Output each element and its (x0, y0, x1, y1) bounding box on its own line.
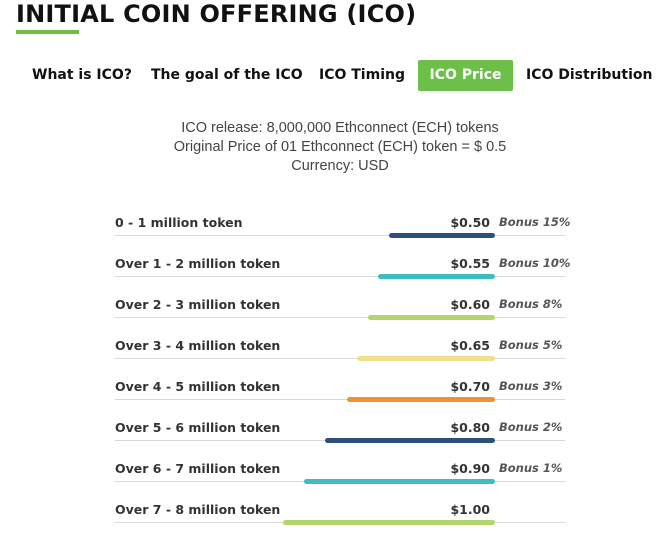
tier-divider (115, 235, 565, 236)
tier-price: $0.55 (450, 256, 490, 271)
tier-price-bar (368, 315, 495, 320)
tier-bonus: Bonus 15% (499, 215, 571, 229)
ico-info: ICO release: 8,000,000 Ethconnect (ECH) … (100, 119, 580, 176)
tier-bonus: Bonus 3% (499, 379, 563, 393)
tier-divider (115, 399, 565, 400)
currency-text: Currency: USD (291, 158, 389, 174)
tier-divider (115, 317, 565, 318)
title-underline (16, 30, 79, 34)
price-tier-row: Over 1 - 2 million token $0.55 Bonus 10% (115, 252, 570, 293)
tab-goal-of-ico[interactable]: The goal of the ICO (151, 67, 303, 83)
tier-price-bar (357, 356, 495, 361)
tier-price-bar (325, 438, 495, 443)
tab-ico-timing[interactable]: ICO Timing (319, 67, 405, 83)
original-price-text: Original Price of 01 Ethconnect (ECH) to… (173, 139, 507, 155)
price-tier-row: 0 - 1 million token $0.50 Bonus 15% (115, 211, 570, 252)
tier-label: Over 1 - 2 million token (115, 256, 281, 271)
tier-price-bar (378, 274, 495, 279)
tier-divider (115, 358, 565, 359)
tier-price-bar (304, 479, 495, 484)
tier-price: $0.80 (450, 420, 490, 435)
tier-label: Over 2 - 3 million token (115, 297, 281, 312)
price-tier-row: Over 6 - 7 million token $0.90 Bonus 1% (115, 457, 565, 498)
tier-label: Over 3 - 4 million token (115, 338, 281, 353)
tier-label: Over 7 - 8 million token (115, 502, 281, 517)
tier-label: Over 6 - 7 million token (115, 461, 281, 476)
tier-label: Over 5 - 6 million token (115, 420, 281, 435)
tier-price: $0.90 (450, 461, 490, 476)
price-tier-row: Over 4 - 5 million token $0.70 Bonus 3% (115, 375, 565, 416)
price-tier-row: Over 3 - 4 million token $0.65 Bonus 5% (115, 334, 565, 375)
tier-price: $0.60 (450, 297, 490, 312)
ico-release-text: ICO release: 8,000,000 Ethconnect (ECH) … (181, 120, 499, 136)
tier-price-bar (347, 397, 495, 402)
tier-price: $0.65 (450, 338, 490, 353)
ico-tabs: What is ICO? The goal of the ICO ICO Tim… (0, 60, 660, 92)
tier-bonus: Bonus 5% (499, 338, 563, 352)
tier-price-bar (283, 520, 495, 525)
tab-what-is-ico[interactable]: What is ICO? (32, 67, 132, 83)
tier-label: Over 4 - 5 million token (115, 379, 281, 394)
tier-divider (115, 276, 565, 277)
price-tier-row: Over 2 - 3 million token $0.60 Bonus 8% (115, 293, 565, 334)
price-tier-row: Over 5 - 6 million token $0.80 Bonus 2% (115, 416, 565, 457)
tier-bonus: Bonus 2% (499, 420, 563, 434)
tier-price: $0.50 (450, 215, 490, 230)
tab-ico-distribution[interactable]: ICO Distribution (526, 67, 653, 83)
tier-bonus: Bonus 10% (499, 256, 571, 270)
tier-label: 0 - 1 million token (115, 215, 243, 230)
tab-ico-price[interactable]: ICO Price (418, 60, 513, 91)
page-title: INITIAL COIN OFFERING (ICO) (16, 0, 417, 28)
tier-price-bar (389, 233, 495, 238)
tier-bonus: Bonus 8% (499, 297, 563, 311)
tier-bonus: Bonus 1% (499, 461, 563, 475)
price-tier-row: Over 7 - 8 million token $1.00 (115, 498, 565, 539)
tier-price: $1.00 (450, 502, 490, 517)
tier-price: $0.70 (450, 379, 490, 394)
